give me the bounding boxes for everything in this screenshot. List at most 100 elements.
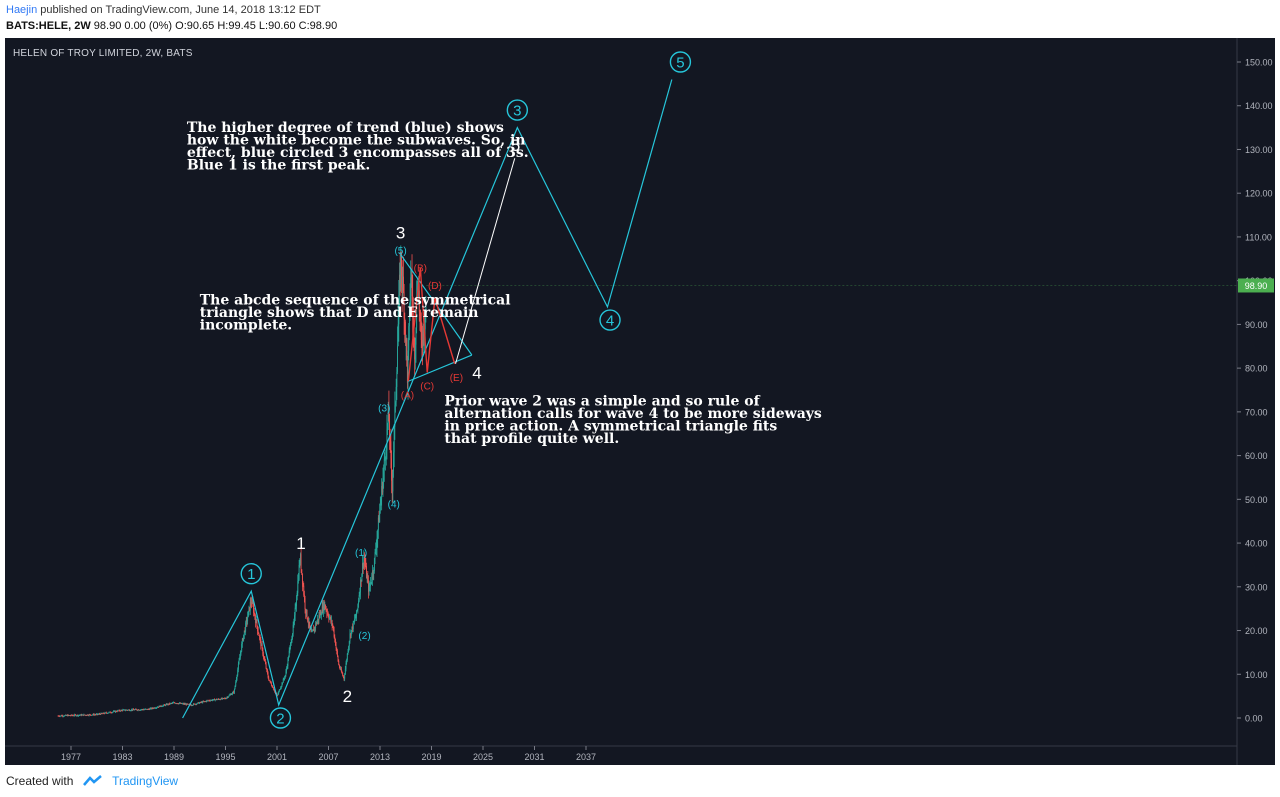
candle-body [204, 701, 206, 703]
wave-white-label: 2 [343, 687, 352, 706]
candle-body [91, 714, 93, 716]
x-tick-label: 2013 [370, 752, 390, 762]
wave-circle-label: 3 [513, 103, 521, 120]
candle-body [348, 646, 350, 652]
annotation-note: The higher degree of trend (blue) shows h… [187, 120, 529, 174]
candle-body [305, 609, 307, 614]
candle-body [163, 704, 165, 706]
author-link[interactable]: Haejin [6, 4, 38, 16]
candle-body [226, 697, 228, 698]
candle-body [212, 699, 214, 701]
candle-body [360, 579, 361, 593]
wave-white-label: 4 [472, 364, 481, 383]
candle-body [109, 711, 111, 713]
candle-body [420, 321, 422, 341]
candle-body [381, 486, 383, 499]
candle-body [208, 700, 210, 702]
tradingview-link[interactable]: TradingView [112, 774, 179, 788]
candle-body [146, 708, 148, 710]
candle-body [285, 671, 287, 676]
candle-body [193, 703, 195, 705]
candle-body [264, 661, 266, 665]
candle-body [296, 592, 298, 600]
candle-body [86, 714, 88, 716]
candle-body [400, 252, 402, 284]
candle-body [314, 627, 316, 629]
candle-body [205, 701, 207, 702]
candle-body [278, 691, 280, 694]
candle-body [380, 498, 382, 505]
x-tick-label: 2001 [267, 752, 287, 762]
candle-body [169, 703, 171, 705]
candle-body [274, 690, 276, 693]
candle-body [418, 290, 420, 295]
candle-body [187, 703, 189, 705]
candle-body [203, 701, 205, 703]
candle-body [103, 713, 105, 715]
candle-body [337, 655, 339, 662]
candle-body [364, 561, 366, 566]
candle-body [299, 554, 301, 564]
candle-body [223, 698, 225, 699]
candle-body [235, 678, 237, 682]
candle-body [384, 457, 386, 460]
candle-body [424, 318, 426, 330]
x-tick-label: 1983 [112, 752, 132, 762]
candle-body [319, 612, 321, 617]
x-tick-label: 2019 [421, 752, 441, 762]
candle-body [150, 708, 152, 709]
candle-body [334, 636, 336, 640]
candle-body [136, 709, 138, 711]
publish-text: published on TradingView.com, June 14, 2… [37, 4, 321, 16]
candle-body [329, 617, 330, 619]
wave-sub-label: (4) [388, 500, 400, 511]
candle-body [69, 715, 71, 717]
candle-body [156, 707, 157, 709]
candle-body [162, 705, 164, 707]
candle-body [267, 673, 269, 678]
candle-body [246, 619, 248, 622]
candle-body [282, 679, 284, 683]
candle-body [182, 703, 184, 705]
candle-body [104, 712, 106, 714]
candle-body [385, 457, 387, 459]
candle-body [156, 707, 158, 709]
candle-body [245, 619, 247, 623]
candle-body [393, 426, 395, 453]
candle-body [344, 668, 346, 675]
candle-body [273, 689, 275, 691]
candle-body [284, 675, 286, 678]
candle-body [179, 702, 181, 704]
candle-body [277, 693, 279, 696]
candle-body [401, 252, 402, 276]
candle-body [184, 703, 186, 705]
candle-body [259, 635, 260, 637]
candle-body [237, 663, 239, 670]
candle-body [361, 574, 363, 582]
candle-body [395, 402, 396, 406]
candle-body [148, 709, 150, 710]
candle-body [326, 610, 328, 613]
candle-body [157, 706, 159, 708]
candle-body [210, 700, 212, 702]
candle-body [397, 324, 399, 347]
candle-body [198, 702, 200, 704]
candle-body [215, 699, 217, 701]
candle-body [340, 668, 342, 670]
candle-body [59, 715, 61, 717]
wave-circle-label: 5 [676, 55, 684, 72]
candle-body [339, 667, 341, 670]
candle-body [420, 315, 422, 322]
candle-body [181, 703, 183, 704]
candle-body [99, 713, 101, 715]
candle-body [227, 697, 229, 698]
candle-body [334, 639, 336, 646]
candle-body [79, 715, 81, 716]
candle-body [161, 706, 163, 707]
candle-body [354, 618, 356, 619]
candle-body [341, 671, 343, 674]
candle-body [288, 657, 290, 659]
candle-body [86, 715, 87, 717]
candle-body [251, 601, 253, 604]
